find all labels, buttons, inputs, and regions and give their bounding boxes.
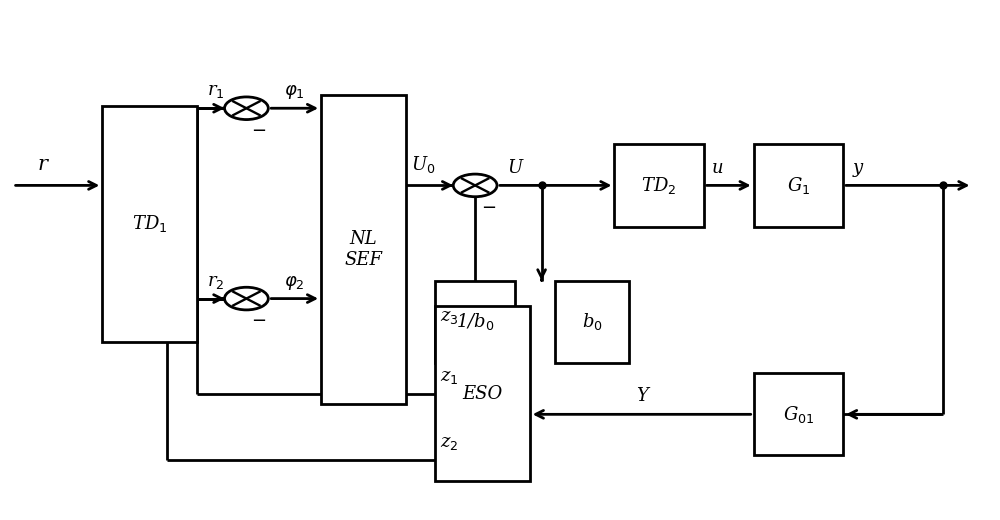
Circle shape (225, 287, 268, 310)
Bar (321, 95, 406, 404)
Text: TD$_1$: TD$_1$ (132, 214, 167, 235)
Text: b$_0$: b$_0$ (582, 311, 602, 332)
Text: z$_1$: z$_1$ (440, 368, 459, 386)
Text: Y: Y (636, 387, 648, 406)
Text: z$_2$: z$_2$ (440, 434, 459, 452)
Text: z$_3$: z$_3$ (440, 308, 459, 327)
Text: r$_2$: r$_2$ (207, 272, 224, 291)
Text: r$_1$: r$_1$ (207, 82, 224, 100)
Text: ESO: ESO (462, 385, 503, 403)
Text: TD$_2$: TD$_2$ (641, 175, 677, 196)
Text: r: r (38, 155, 48, 174)
Bar (614, 144, 704, 227)
Text: 1/b$_0$: 1/b$_0$ (456, 311, 494, 332)
Text: $\varphi_2$: $\varphi_2$ (284, 274, 305, 292)
Circle shape (225, 97, 268, 120)
Bar (555, 281, 629, 363)
Bar (754, 144, 843, 227)
Text: G$_{01}$: G$_{01}$ (783, 404, 814, 425)
Bar (754, 373, 843, 456)
Text: y: y (853, 159, 863, 177)
Text: NL
SEF: NL SEF (344, 230, 382, 269)
Text: $\varphi_1$: $\varphi_1$ (284, 83, 305, 101)
Text: u: u (712, 159, 723, 177)
Text: U$_0$: U$_0$ (411, 154, 435, 175)
Text: $-$: $-$ (481, 197, 497, 215)
Circle shape (453, 174, 497, 197)
Text: $-$: $-$ (251, 310, 266, 328)
Bar (435, 306, 530, 481)
Text: U: U (507, 159, 522, 177)
Bar (435, 281, 515, 363)
Text: $-$: $-$ (251, 120, 266, 138)
Text: G$_1$: G$_1$ (787, 175, 810, 196)
Bar (102, 106, 197, 342)
